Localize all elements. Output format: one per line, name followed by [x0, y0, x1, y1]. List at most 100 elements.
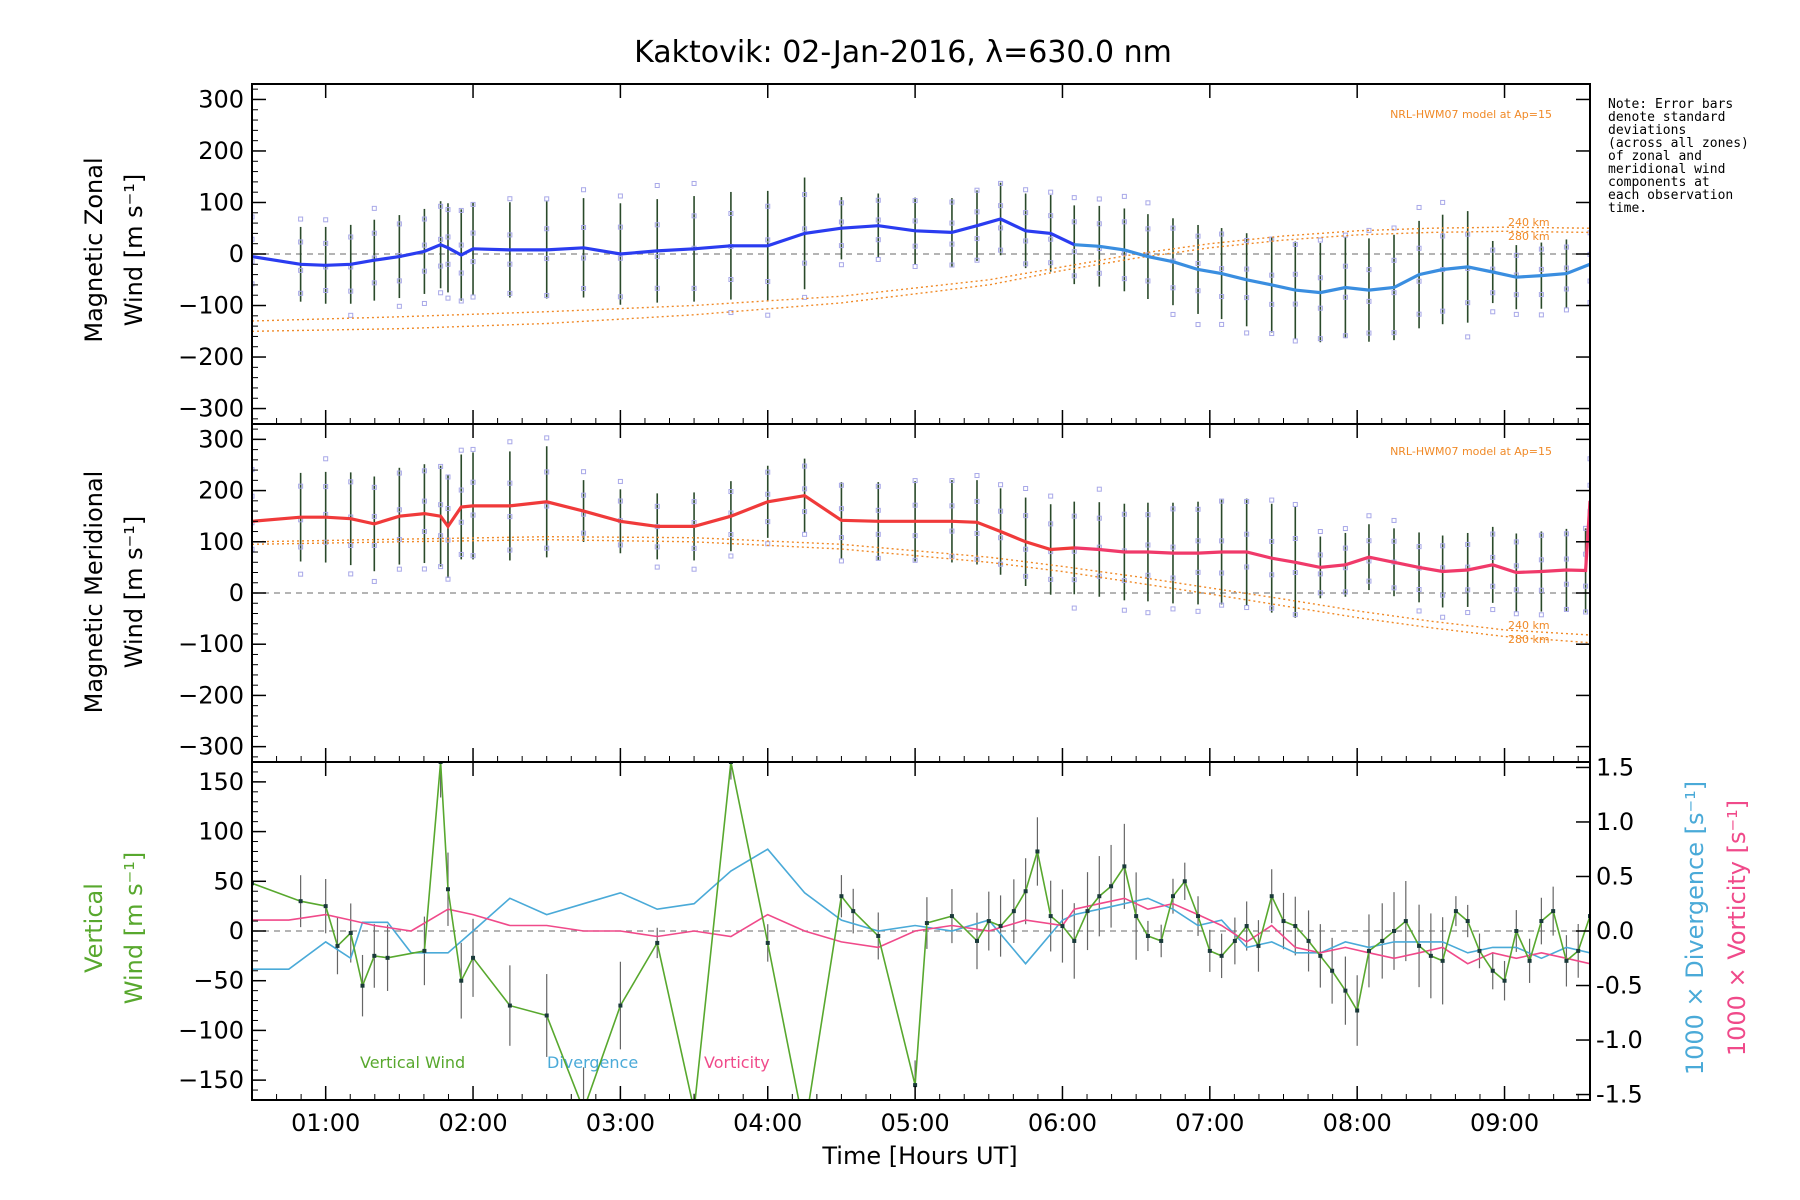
zone-point [998, 203, 1004, 209]
zone-point [1244, 564, 1250, 570]
zone-point [617, 255, 623, 261]
zone-point [728, 553, 734, 559]
zone-point [1269, 572, 1275, 578]
zone-point [1440, 199, 1446, 205]
vertical-wind-point [1564, 958, 1569, 963]
zone-point [1317, 590, 1323, 596]
vertical-wind-point [1551, 909, 1556, 914]
vertical-wind-point [1170, 894, 1175, 899]
zone-point [1121, 276, 1127, 282]
zone-point [507, 514, 513, 520]
zone-point [1244, 295, 1250, 301]
vertical-wind-point [544, 1013, 549, 1018]
zonal-wind-line-late [1074, 243, 1590, 295]
vertical-wind-point [471, 955, 476, 960]
legend-vertical-wind: Vertical Wind [360, 1053, 465, 1072]
zone-point [765, 519, 771, 525]
note-line: deviations [1608, 123, 1686, 138]
zone-point [1145, 226, 1151, 232]
vertical-wind-point [348, 930, 353, 935]
zone-point [396, 470, 402, 476]
zone-point [875, 483, 881, 489]
zone-point [617, 498, 623, 504]
zone-point [1366, 513, 1372, 519]
vertical-wind-point [1514, 929, 1519, 933]
vertical-wind-point [1085, 909, 1090, 914]
zone-point [1317, 571, 1323, 577]
note-line: each observation [1608, 188, 1733, 203]
zone-point [1145, 542, 1151, 548]
zone-point [1490, 531, 1496, 537]
vertical-wind-point [1440, 958, 1445, 963]
zone-point [765, 469, 771, 475]
zone-point [1170, 575, 1176, 581]
x-tick-label: 09:00 [1470, 1109, 1539, 1137]
zone-point [1145, 278, 1151, 284]
zone-point [912, 502, 918, 508]
zone-point [1023, 210, 1029, 216]
zone-point [691, 566, 697, 572]
zone-point [396, 278, 402, 284]
zone-point [371, 542, 377, 548]
zone-point [1490, 309, 1496, 315]
zone-point [581, 224, 587, 230]
zone-point [974, 257, 980, 263]
zone-point [445, 576, 451, 582]
zone-point [974, 209, 980, 215]
zone-point [691, 499, 697, 505]
vertical-wind-point [372, 953, 377, 958]
zone-point [1292, 612, 1298, 618]
zone-point [421, 242, 427, 248]
vertical-wind-point [1318, 953, 1323, 958]
zone-point [1490, 554, 1496, 560]
zone-point [438, 564, 444, 570]
zone-point [1538, 266, 1544, 272]
y-tick-label: −300 [178, 395, 244, 423]
zone-point [1342, 545, 1348, 551]
zone-point [654, 544, 660, 550]
zone-point [438, 533, 444, 539]
y-tick-label: 300 [198, 425, 244, 453]
zone-point [1244, 605, 1250, 611]
zone-point [438, 236, 444, 242]
zone-point [1269, 272, 1275, 278]
zone-point [1244, 498, 1250, 504]
zone-point [438, 263, 444, 269]
zone-point [802, 260, 808, 266]
zone-point [617, 224, 623, 230]
zone-point [1071, 195, 1077, 201]
vertical-wind-point [507, 1003, 512, 1008]
zone-point [1048, 189, 1054, 195]
zone-point [1416, 278, 1422, 284]
zone-point [298, 544, 304, 550]
vertical-wind-point [913, 1083, 918, 1088]
zone-point [348, 479, 354, 485]
vertical-wind-point [1343, 988, 1348, 993]
zone-point [838, 535, 844, 541]
panel-2-plot-area [252, 762, 1590, 1100]
zone-point [1391, 517, 1397, 523]
zone-point [507, 196, 513, 202]
zone-point [1170, 225, 1176, 231]
zone-point [1048, 236, 1054, 242]
zone-point [1096, 486, 1102, 492]
zone-point [458, 242, 464, 248]
zone-point [691, 545, 697, 551]
zone-point [691, 520, 697, 526]
zone-point [1071, 249, 1077, 255]
vertical-wind-point [1182, 879, 1187, 884]
zone-point [507, 261, 513, 267]
zone-point [617, 294, 623, 300]
note-line: time. [1608, 201, 1647, 216]
zone-point [323, 240, 329, 246]
zone-point [998, 247, 1004, 253]
zone-point [974, 530, 980, 536]
vertical-wind-point [1048, 914, 1053, 919]
zone-point [507, 439, 513, 445]
vertical-wind-point [998, 924, 1003, 929]
zone-point [802, 294, 808, 300]
zone-point [1269, 538, 1275, 544]
zone-point [252, 259, 255, 265]
y-tick-label: −200 [178, 681, 244, 709]
vertical-wind-point [1502, 978, 1507, 983]
